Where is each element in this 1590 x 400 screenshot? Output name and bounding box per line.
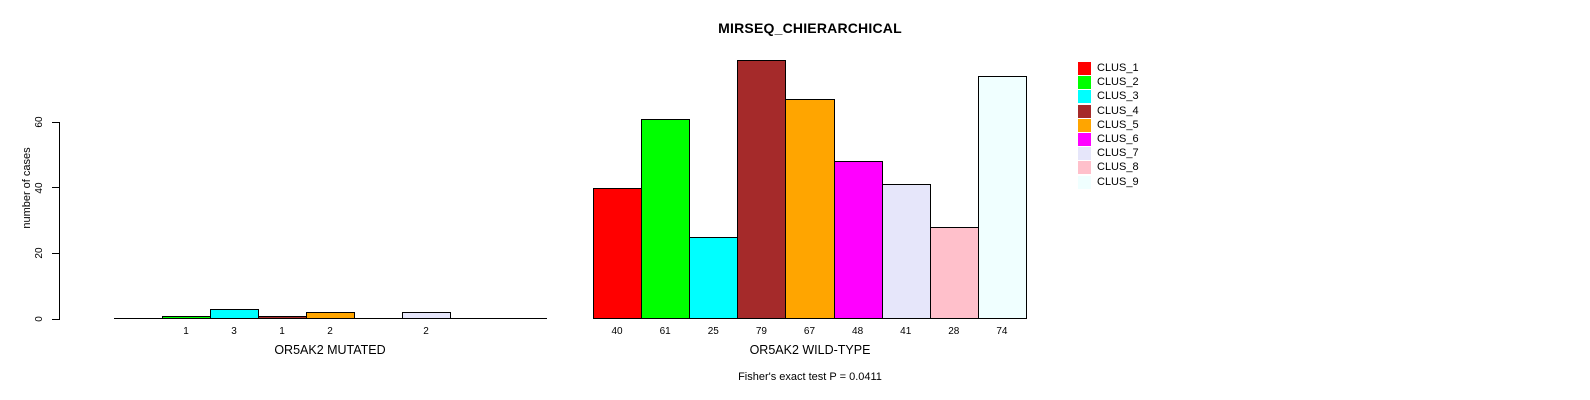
bar-value-label-clus_4-mutated: 1 [279,326,285,337]
bar-clus_5-wildtype [785,99,835,319]
bar-clus_3-wildtype [689,236,739,319]
legend-swatch-clus_2 [1078,76,1091,90]
legend-label-clus_8: CLUS_8 [1097,161,1139,174]
bar-value-label-clus_4-wildtype: 79 [755,326,767,337]
bar-clus_6-wildtype [833,161,883,319]
bar-value-label-clus_8-wildtype: 28 [948,326,960,337]
legend-swatch-clus_1 [1078,62,1091,75]
bar-clus_2-wildtype [641,118,691,319]
bar-value-label-clus_7-wildtype: 41 [900,326,912,337]
bar-value-label-clus_5-mutated: 2 [327,326,333,337]
fisher-test-annotation: Fisher's exact test P = 0.0411 [738,371,882,383]
legend-label-clus_6: CLUS_6 [1097,133,1139,145]
y-axis-tick-label: 0 [34,316,45,322]
bar-clus_3-mutated [210,309,259,319]
bar-value-label-clus_3-wildtype: 25 [707,326,719,337]
legend-label-clus_2: CLUS_2 [1097,76,1139,89]
legend-swatch-clus_4 [1078,104,1091,118]
legend-label-clus_4: CLUS_4 [1097,104,1139,117]
bar-clus_2-mutated [162,315,211,319]
bar-clus_1-wildtype [593,187,643,319]
legend-swatch-clus_6 [1078,133,1091,146]
legend-label-clus_3: CLUS_3 [1097,90,1139,103]
legend-label-clus_5: CLUS_5 [1097,118,1139,131]
bar-value-label-clus_7-mutated: 2 [423,326,429,337]
bar-value-label-clus_6-wildtype: 48 [852,326,864,337]
y-axis-tick-label: 40 [34,182,45,194]
bar-value-label-clus_5-wildtype: 67 [803,326,816,337]
y-axis-tick [52,252,60,254]
legend-label-clus_1: CLUS_1 [1097,62,1139,74]
legend-label-clus_9: CLUS_9 [1097,175,1139,188]
y-axis-tick-label: 60 [34,116,45,128]
bar-clus_7-mutated [402,312,451,319]
y-axis-tick [52,318,60,320]
bar-value-label-clus_9-wildtype: 74 [996,326,1008,337]
y-axis-tick [52,187,60,189]
legend-swatch-clus_5 [1078,118,1091,132]
legend-label-clus_7: CLUS_7 [1097,147,1139,160]
bar-value-label-clus_2-wildtype: 61 [659,326,671,337]
chart-title: MIRSEQ_CHIERARCHICAL [718,20,902,36]
bar-clus_9-wildtype [977,76,1027,319]
legend-swatch-clus_9 [1078,175,1091,189]
bar-clus_5-mutated [306,312,355,319]
y-axis-tick [52,121,60,123]
bar-clus_4-wildtype [737,59,787,319]
y-axis-tick-label: 20 [34,247,45,259]
bar-value-label-clus_1-wildtype: 40 [611,326,623,337]
legend-swatch-clus_7 [1078,147,1091,161]
bar-value-label-clus_3-mutated: 3 [231,326,237,337]
bar-clus_4-mutated [258,315,307,319]
x-axis-label-or5ak2-wild-type: OR5AK2 WILD-TYPE [749,343,871,357]
bar-value-label-clus_2-mutated: 1 [183,326,189,337]
legend-swatch-clus_8 [1078,161,1091,175]
x-axis-label-or5ak2-mutated: OR5AK2 MUTATED [274,343,386,357]
bar-clus_7-wildtype [881,184,931,319]
y-axis-line [59,122,60,320]
bar-clus_8-wildtype [929,227,979,319]
legend-swatch-clus_3 [1078,90,1091,104]
